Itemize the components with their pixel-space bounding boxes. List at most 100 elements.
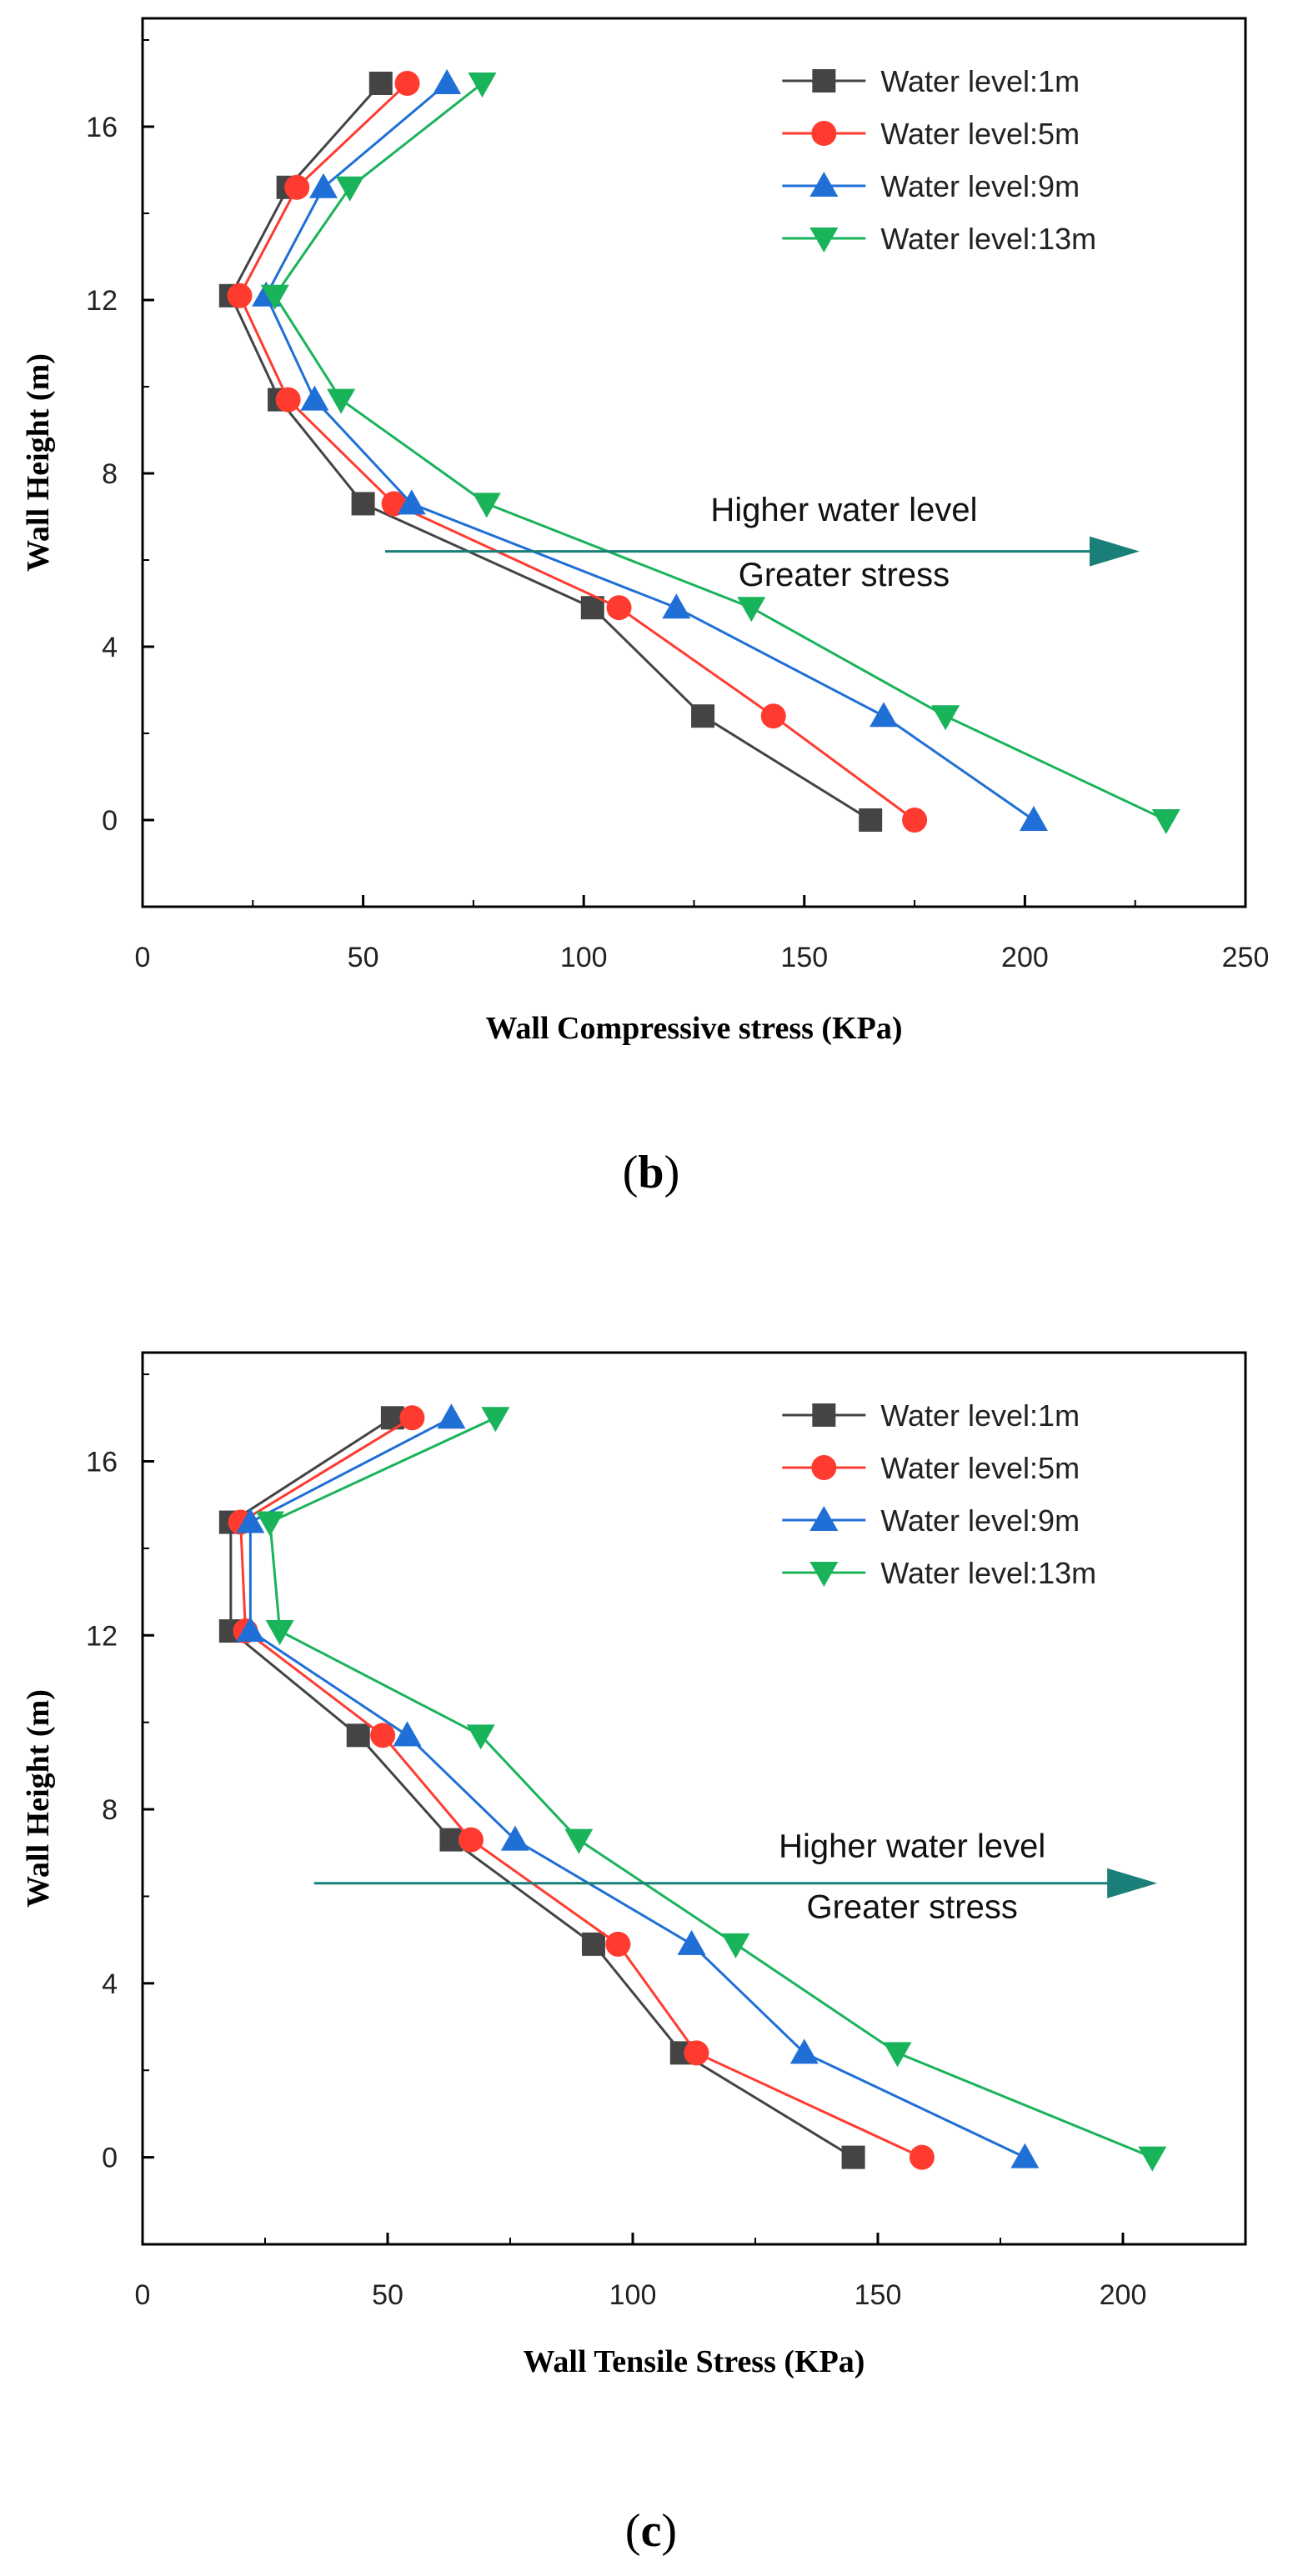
y-tick-label: 12 bbox=[86, 1620, 118, 1652]
data-point bbox=[1151, 809, 1180, 834]
legend-marker bbox=[811, 121, 837, 146]
series-4 bbox=[255, 1407, 1167, 2172]
x-tick-label: 0 bbox=[135, 2279, 151, 2311]
series-4 bbox=[260, 73, 1180, 834]
data-point bbox=[308, 173, 338, 198]
data-point bbox=[581, 1932, 605, 1956]
data-point bbox=[1010, 2143, 1040, 2168]
series-3 bbox=[252, 69, 1048, 831]
x-tick-label: 100 bbox=[609, 2279, 657, 2311]
data-point bbox=[275, 387, 301, 413]
data-point bbox=[255, 1511, 284, 1537]
x-axis-title: Wall Compressive stress (KPa) bbox=[486, 1011, 903, 1046]
y-axis-title: Wall Height (m) bbox=[21, 1689, 56, 1908]
plot-frame bbox=[141, 1351, 1247, 2246]
data-point bbox=[564, 1828, 594, 1854]
data-point bbox=[677, 1929, 706, 1955]
x-tick-label: 150 bbox=[854, 2279, 902, 2311]
legend-label: Water level:1m bbox=[880, 64, 1080, 98]
y-tick-label: 8 bbox=[102, 1794, 118, 1826]
data-point bbox=[721, 1933, 750, 1958]
series-line bbox=[238, 82, 915, 822]
data-point bbox=[883, 2042, 912, 2068]
data-point bbox=[691, 704, 715, 728]
data-point bbox=[265, 1620, 294, 1646]
data-point bbox=[1019, 806, 1048, 831]
data-point bbox=[300, 385, 329, 411]
x-tick-label: 50 bbox=[348, 942, 379, 973]
data-point bbox=[370, 1723, 396, 1748]
chart-panel-c: 0 50 100 150 200 0 4 8 12 16 Wall Tensile Stress (… bbox=[21, 1351, 1247, 2379]
data-point bbox=[437, 1403, 466, 1429]
legend-marker bbox=[809, 172, 839, 197]
data-point bbox=[284, 174, 310, 200]
data-point bbox=[236, 1617, 265, 1643]
y-tick-label: 4 bbox=[102, 632, 118, 663]
y-tick-label: 16 bbox=[86, 112, 118, 143]
legend-marker bbox=[812, 1403, 836, 1427]
data-point bbox=[227, 283, 253, 308]
y-tick-label: 16 bbox=[86, 1446, 118, 1478]
data-point bbox=[605, 1931, 631, 1957]
annotation: Higher water level Greater stress bbox=[313, 1828, 1158, 1926]
data-point bbox=[902, 808, 928, 833]
data-point bbox=[236, 1508, 265, 1533]
x-tick-label: 200 bbox=[1001, 942, 1049, 973]
legend: Water level:1m Water level:5m Water level:… bbox=[782, 1398, 1096, 1590]
series-line bbox=[273, 82, 1167, 822]
data-point bbox=[260, 284, 289, 310]
annotation-line-2: Greater stress bbox=[739, 557, 950, 593]
legend-label: Water level:1m bbox=[880, 1398, 1080, 1433]
x-tick-label: 100 bbox=[560, 942, 608, 973]
x-tick-label: 150 bbox=[780, 942, 828, 973]
legend-label: Water level:13m bbox=[880, 1556, 1096, 1590]
data-point bbox=[368, 72, 393, 95]
data-point bbox=[458, 1827, 484, 1853]
y-axis-title: Wall Height (m) bbox=[21, 353, 56, 572]
legend-marker bbox=[811, 1455, 837, 1480]
data-point bbox=[399, 1405, 425, 1431]
x-tick-label: 50 bbox=[372, 2279, 403, 2311]
annotation-line-1: Higher water level bbox=[710, 492, 977, 528]
y-tick-label: 0 bbox=[102, 2143, 118, 2174]
series-line bbox=[229, 83, 871, 822]
data-point bbox=[481, 1407, 510, 1433]
panel-label-c: (c) bbox=[625, 2505, 677, 2557]
chart-panel-b: 0 50 100 150 200 250 0 4 8 12 16 Wall Compressive s… bbox=[21, 17, 1269, 1046]
legend-label: Water level:9m bbox=[880, 1503, 1080, 1538]
data-point bbox=[737, 597, 766, 623]
legend-marker bbox=[812, 69, 836, 93]
data-point bbox=[433, 69, 462, 94]
data-point bbox=[859, 808, 883, 832]
x-tick-label: 0 bbox=[135, 942, 151, 973]
data-point bbox=[472, 493, 501, 518]
data-point bbox=[335, 176, 364, 202]
arrow-head-icon bbox=[1089, 536, 1140, 567]
arrow-head-icon bbox=[1107, 1868, 1158, 1898]
x-tick-label: 200 bbox=[1100, 2279, 1147, 2311]
data-point bbox=[662, 593, 691, 619]
data-point bbox=[909, 2144, 935, 2170]
y-tick-label: 8 bbox=[102, 458, 118, 490]
panel-label-b: (b) bbox=[623, 1147, 679, 1198]
series-1 bbox=[218, 1406, 865, 2169]
data-point bbox=[841, 2145, 865, 2169]
series-line bbox=[248, 1416, 1026, 2158]
series-line bbox=[239, 1417, 923, 2158]
data-point bbox=[606, 595, 632, 621]
y-tick-label: 4 bbox=[102, 1968, 118, 2000]
data-point bbox=[789, 2038, 819, 2064]
annotation-line-1: Higher water level bbox=[779, 1828, 1045, 1864]
plot-frame bbox=[141, 17, 1247, 908]
y-tick-label: 12 bbox=[86, 285, 118, 317]
data-point bbox=[466, 1724, 495, 1750]
data-point bbox=[393, 1721, 422, 1747]
y-tick-label: 0 bbox=[102, 805, 118, 837]
data-point bbox=[1138, 2146, 1167, 2172]
data-point bbox=[394, 71, 420, 96]
legend-marker bbox=[809, 228, 839, 253]
data-point bbox=[327, 388, 356, 414]
data-point bbox=[684, 2040, 709, 2066]
data-point bbox=[931, 705, 960, 731]
